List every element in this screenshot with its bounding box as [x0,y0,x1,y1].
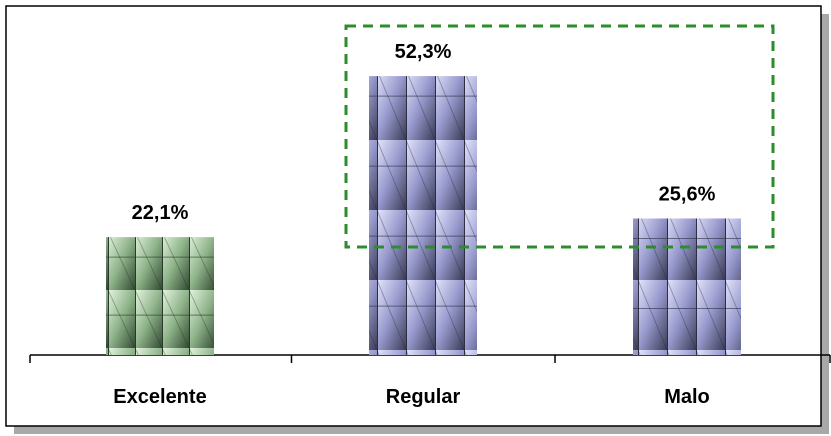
bar-malo [633,218,741,355]
value-label-regular: 52,3% [395,41,452,63]
bar-excelente [106,237,214,355]
bar-regular [369,76,477,356]
value-label-malo: 25,6% [659,183,716,205]
category-label-regular: Regular [386,386,461,408]
value-labels-group: 22,1% 52,3% 25,6% [132,41,716,224]
bars-group [106,76,741,356]
category-labels-group: Excelente Regular Malo [113,386,709,408]
category-label-excelente: Excelente [113,386,206,408]
value-label-excelente: 22,1% [132,202,189,224]
highlight-dashed-box [344,24,775,249]
category-label-malo: Malo [664,386,710,408]
x-axis-ticks [29,355,831,363]
